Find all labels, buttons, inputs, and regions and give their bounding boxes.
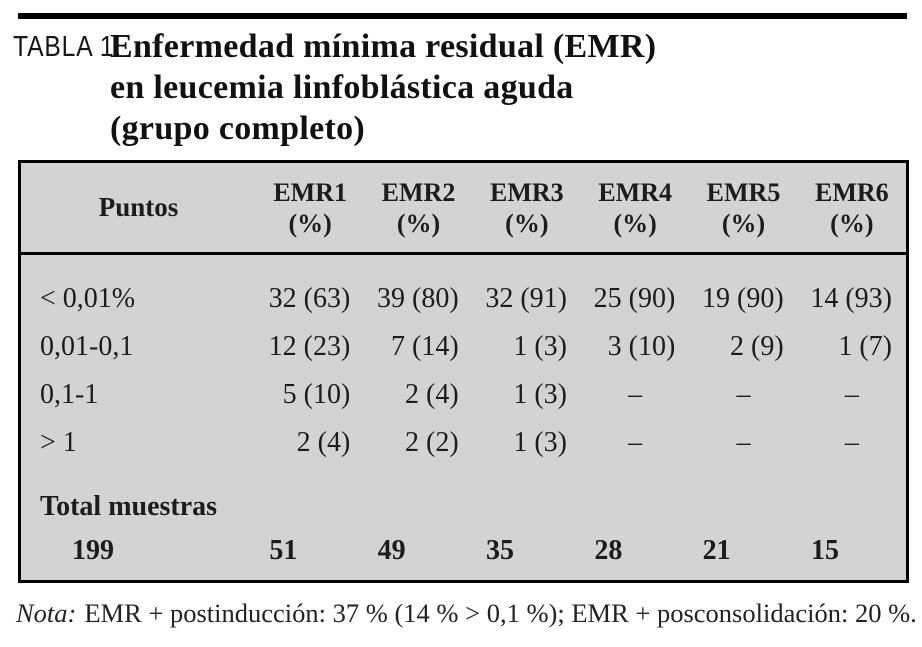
cell-emr4: 3 (10) [607, 331, 676, 362]
title-line-2: en leucemia linfoblástica aguda [110, 69, 574, 106]
cell-emr5-dash: – [736, 379, 751, 410]
footnote: Nota: EMR + postinducción: 37 % (14 % > 0… [16, 598, 917, 629]
cell-emr2: 39 (80) [377, 283, 459, 314]
total-emr6: 15 [811, 535, 839, 566]
cell-emr4-dash: – [628, 379, 643, 410]
table-row-01-1: 0,1-1 5 (10) 2 (4) 1 (3) – – – [21, 371, 906, 419]
top-rule [18, 13, 907, 19]
column-unit: (%) [613, 208, 657, 238]
column-name: EMR1 [273, 177, 347, 207]
row-label: > 1 [40, 427, 77, 458]
column-name: EMR5 [706, 177, 781, 207]
cell-emr2: 7 (14) [391, 331, 459, 362]
table-row-lt-001: < 0,01% 32 (63) 39 (80) 32 (91) 25 (90) … [21, 275, 906, 323]
total-emr4: 28 [594, 535, 623, 566]
cell-emr3: 1 (3) [513, 427, 567, 458]
cell-emr6: 1 (7) [838, 331, 892, 362]
row-label: 0,1-1 [40, 379, 99, 410]
total-n: 199 [72, 535, 114, 566]
column-header-emr1: EMR1 (%) [256, 163, 364, 252]
table-body: < 0,01% 32 (63) 39 (80) 32 (91) 25 (90) … [21, 255, 906, 573]
cell-emr5-dash: – [736, 427, 751, 458]
column-header-emr6: EMR6 (%) [798, 163, 906, 252]
footnote-prefix: Nota: [16, 598, 77, 628]
column-unit: (%) [288, 208, 332, 238]
cell-emr3: 1 (3) [513, 379, 567, 410]
title-line-1: Enfermedad mínima residual (EMR) [110, 28, 657, 65]
cell-emr4: 25 (90) [593, 283, 676, 314]
total-emr1: 51 [269, 535, 298, 566]
column-name: EMR4 [598, 177, 672, 207]
cell-emr6: 14 (93) [810, 283, 892, 314]
cell-emr2: 2 (2) [405, 427, 459, 458]
column-name: EMR3 [489, 177, 564, 207]
column-unit: (%) [396, 208, 441, 238]
total-muestras-label: Total muestras [40, 491, 218, 522]
total-label-row: Total muestras [21, 485, 906, 529]
column-header-emr3: EMR3 (%) [473, 163, 581, 252]
row-label: < 0,01% [40, 283, 136, 314]
total-emr2: 49 [377, 535, 406, 566]
table-row-001-01: 0,01-0,1 12 (23) 7 (14) 1 (3) 3 (10) 2 (… [21, 323, 906, 371]
cell-emr3: 32 (91) [485, 283, 567, 314]
cell-emr6-dash: – [844, 427, 859, 458]
table-row-gt-1: > 1 2 (4) 2 (2) 1 (3) – – – [21, 419, 906, 467]
column-header-emr4: EMR4 (%) [581, 163, 689, 252]
table-number-label: TABLA 1. [13, 31, 123, 63]
cell-emr6-dash: – [844, 379, 859, 410]
footnote-text: EMR + postinducción: 37 % (14 % > 0,1 %)… [84, 598, 917, 628]
cell-emr1: 5 (10) [282, 379, 351, 410]
title-line-3: (grupo completo) [110, 110, 366, 147]
totals-row: 199 51 49 35 28 21 15 [21, 529, 906, 573]
table-header-row: Puntos EMR1 (%) EMR2 (%) EMR3 (%) EMR4 (… [21, 163, 906, 255]
cell-emr1: 32 (63) [268, 283, 351, 314]
cell-emr5: 2 (9) [730, 331, 784, 362]
total-emr5: 21 [702, 535, 731, 566]
column-name: EMR6 [814, 177, 889, 207]
emr-data-table: Puntos EMR1 (%) EMR2 (%) EMR3 (%) EMR4 (… [18, 160, 909, 583]
column-unit: (%) [830, 208, 874, 238]
cell-emr3: 1 (3) [513, 331, 567, 362]
column-unit: (%) [721, 208, 766, 238]
column-name: EMR2 [381, 177, 456, 207]
cell-emr1: 2 (4) [296, 427, 351, 458]
cell-emr4-dash: – [628, 427, 643, 458]
cell-emr5: 19 (90) [702, 283, 784, 314]
cell-emr2: 2 (4) [405, 379, 459, 410]
column-unit: (%) [505, 208, 549, 238]
row-label: 0,01-0,1 [40, 331, 134, 362]
column-header-emr2: EMR2 (%) [364, 163, 472, 252]
total-emr3: 35 [486, 535, 514, 566]
column-header-puntos: Puntos [98, 192, 179, 222]
table-title: Enfermedad mínima residual (EMR) en leuc… [110, 26, 656, 149]
column-header-emr5: EMR5 (%) [689, 163, 797, 252]
cell-emr1: 12 (23) [268, 331, 351, 362]
